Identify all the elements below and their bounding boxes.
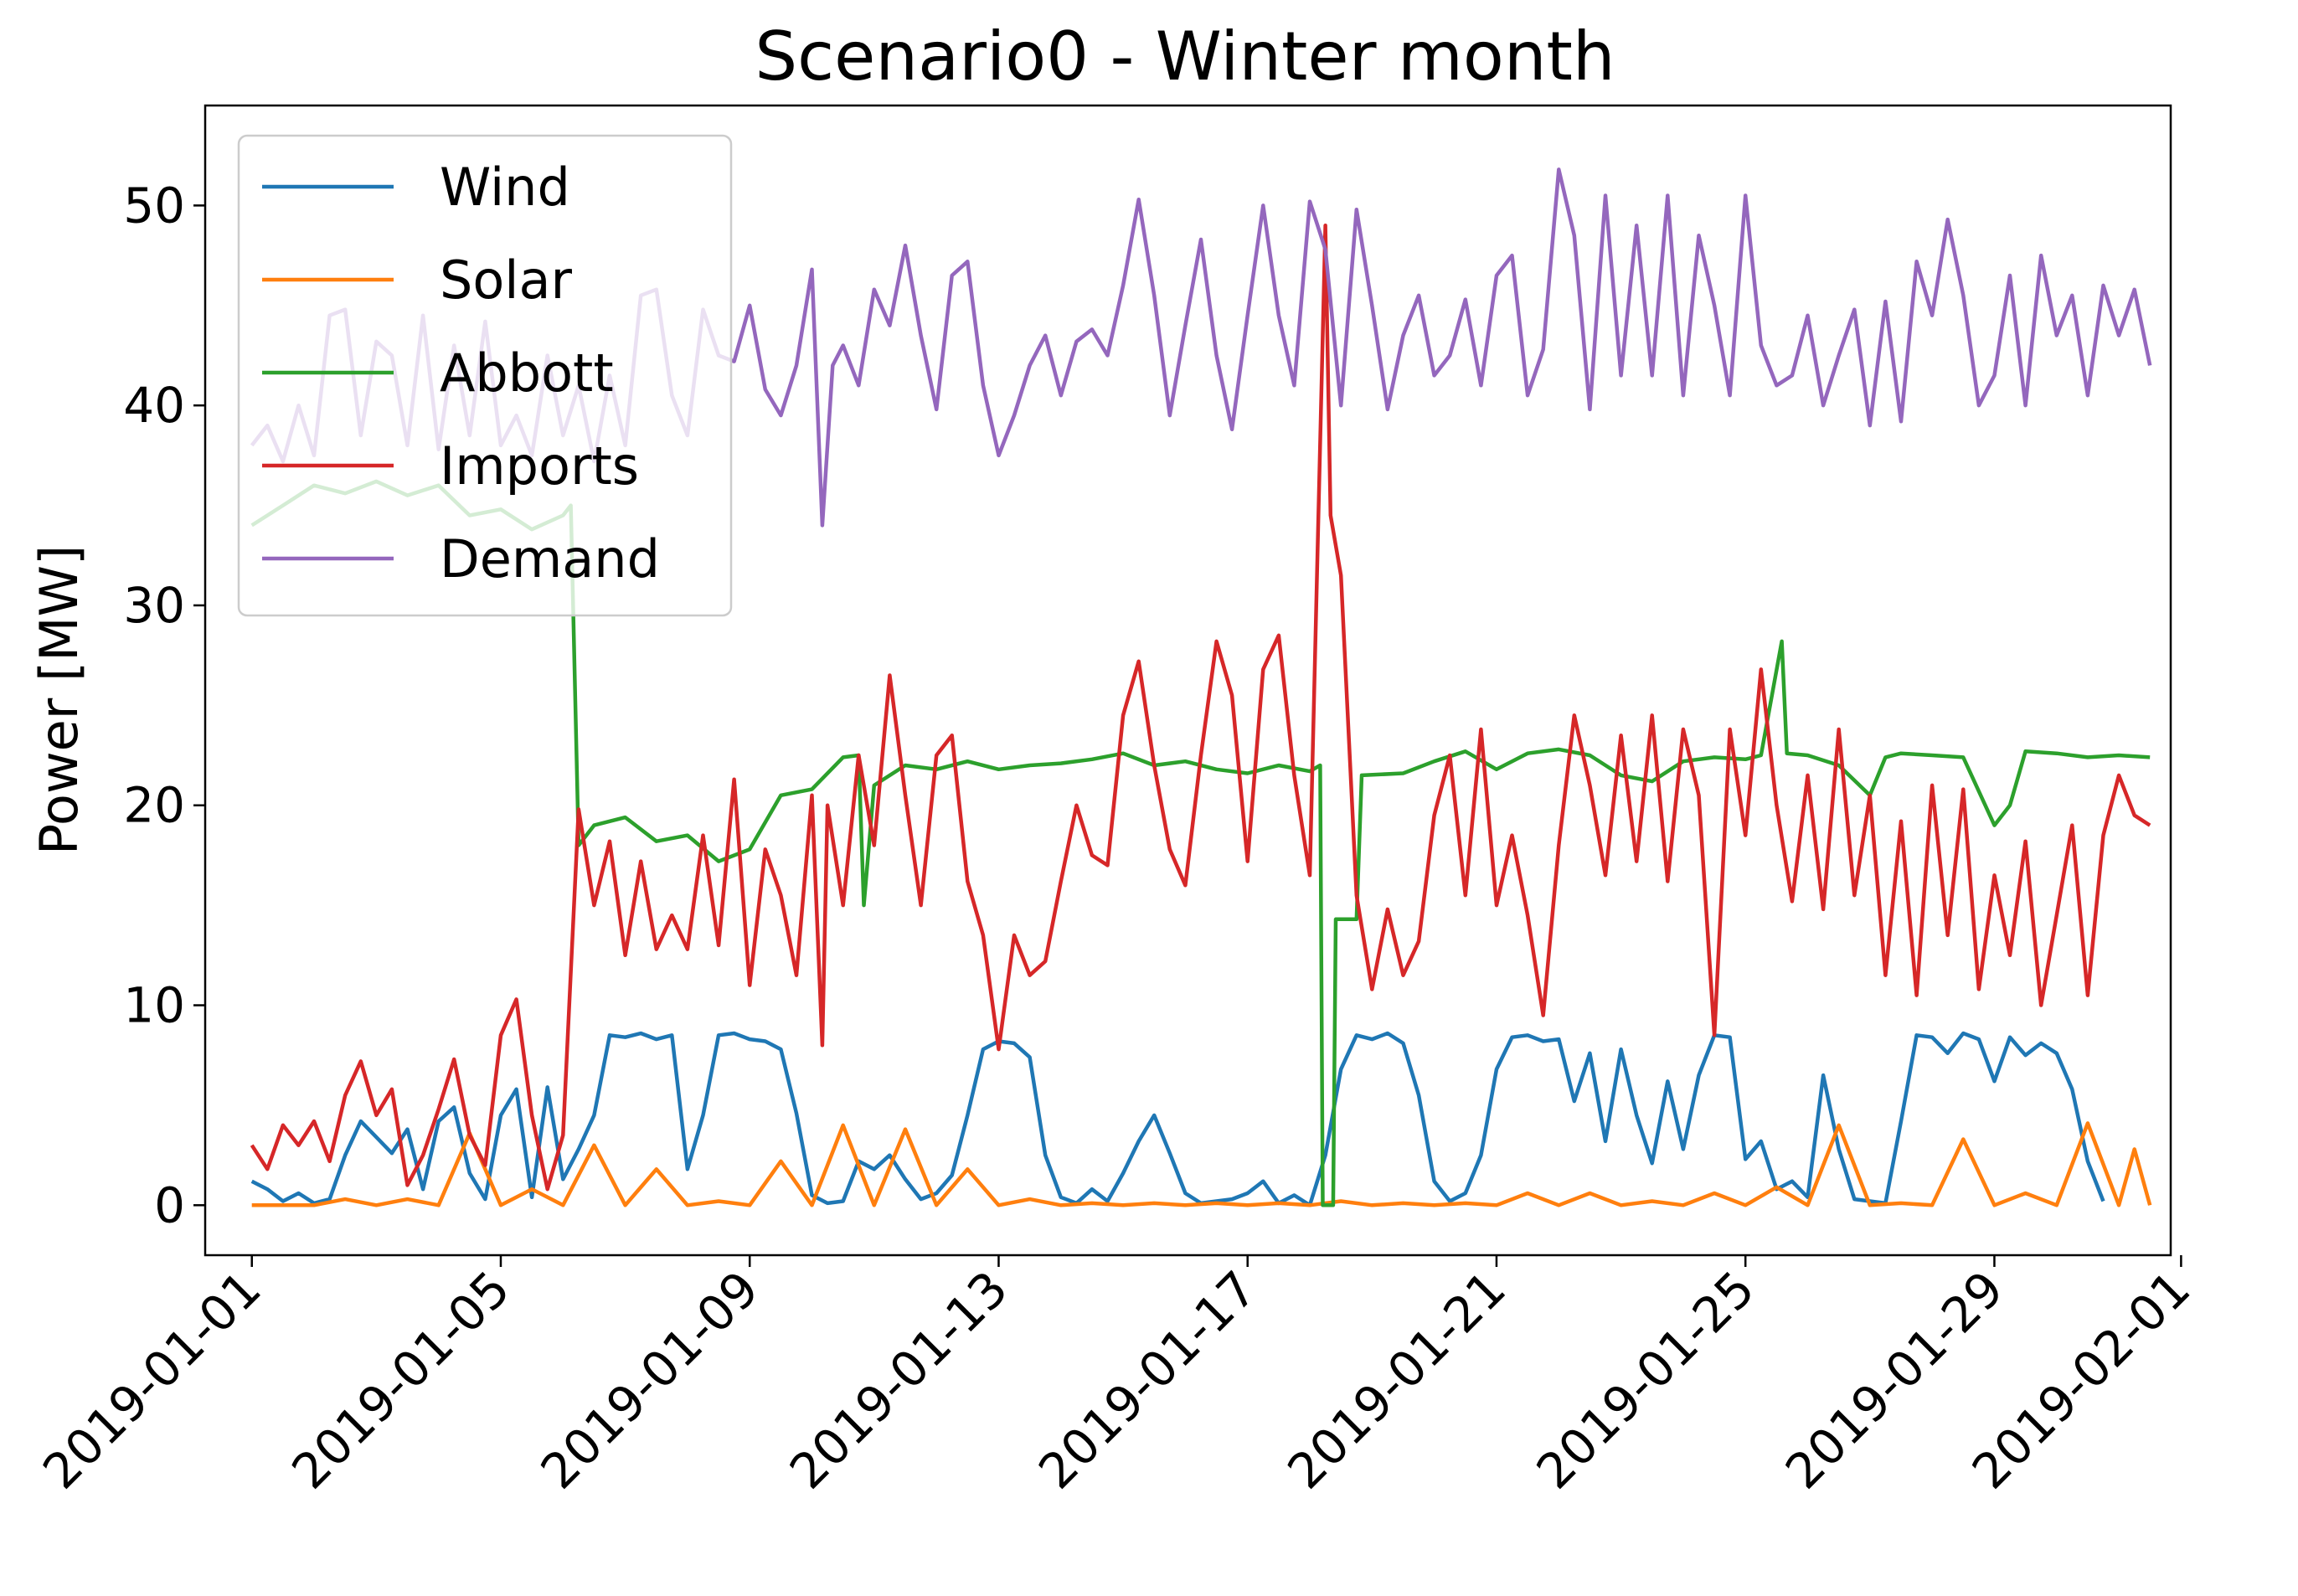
series-line-wind <box>250 1031 2105 1207</box>
y-tick-label: 10 <box>123 977 185 1034</box>
y-tick-label: 50 <box>123 177 185 234</box>
plot-area <box>204 104 2172 1257</box>
y-tick-label: 30 <box>123 577 185 634</box>
y-tick-label: 20 <box>123 777 185 834</box>
legend-label-imports: Imports <box>440 435 639 497</box>
legend-box <box>237 134 733 617</box>
series-line-solar <box>251 1121 2152 1207</box>
chart-title: Scenario0 - Winter month <box>755 18 1615 95</box>
y-axis: 0 10 20 30 40 50 <box>123 177 205 1233</box>
y-axis-label: Power [MW] <box>28 545 90 855</box>
y-tick-label: 0 <box>154 1176 185 1233</box>
legend: Wind Solar Abbott Imports Demand <box>237 134 733 617</box>
series-line-abbott <box>250 479 2151 1207</box>
legend-label-abbott: Abbott <box>440 342 614 404</box>
legend-label-wind: Wind <box>440 157 570 218</box>
plot-frame <box>204 104 2172 1257</box>
series-line-imports <box>250 224 2151 1192</box>
y-tick-label: 40 <box>123 377 185 434</box>
legend-label-solar: Solar <box>440 250 573 311</box>
legend-label-demand: Demand <box>440 528 660 589</box>
